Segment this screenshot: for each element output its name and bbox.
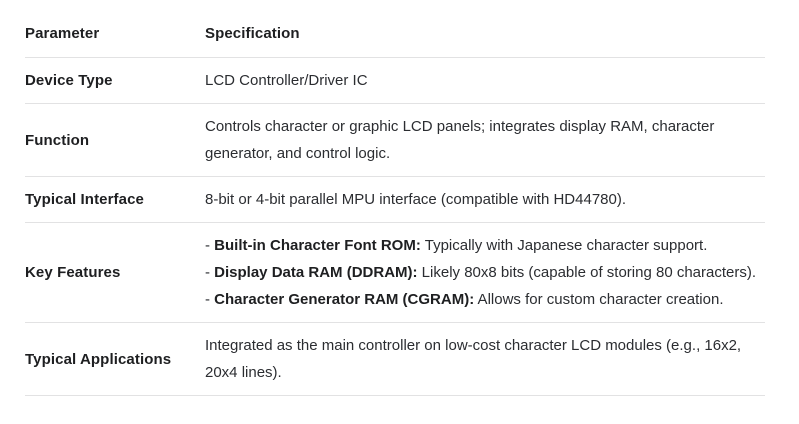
table-row-device-type: Device Type LCD Controller/Driver IC (25, 57, 765, 104)
spec-line: Controls character or graphic LCD panels… (205, 113, 765, 167)
bullet-dash: - (205, 264, 215, 281)
spec-text: 8-bit or 4-bit parallel MPU interface (c… (205, 191, 627, 208)
specification-cell: 8-bit or 4-bit parallel MPU interface (c… (205, 176, 765, 223)
spec-line-bullet: - Built-in Character Font ROM: Typically… (205, 232, 765, 259)
spec-line-bullet: - Display Data RAM (DDRAM): Likely 80x8 … (205, 259, 765, 286)
table-row-function: Function Controls character or graphic L… (25, 103, 765, 177)
parameter-cell: Key Features (25, 222, 205, 323)
spec-text: Integrated as the main controller on low… (205, 337, 742, 381)
spec-bold-term: Display Data RAM (DDRAM): (214, 264, 418, 281)
table-row-typical-interface: Typical Interface 8-bit or 4-bit paralle… (25, 176, 765, 223)
spec-bold-term: Built-in Character Font ROM: (214, 237, 421, 254)
spec-text: Typically with Japanese character suppor… (420, 237, 708, 254)
spec-text: Likely 80x8 bits (capable of storing 80 … (417, 264, 757, 281)
specification-cell: Controls character or graphic LCD panels… (205, 103, 765, 177)
specification-table: Parameter Specification Device Type LCD … (25, 14, 765, 396)
spec-line: LCD Controller/Driver IC (205, 67, 765, 94)
bullet-dash: - (205, 237, 215, 254)
table-header-row: Parameter Specification (25, 14, 765, 58)
specification-cell: LCD Controller/Driver IC (205, 57, 765, 104)
spec-bold-term: Character Generator RAM (CGRAM): (214, 291, 475, 308)
parameter-cell: Device Type (25, 57, 205, 104)
specification-cell: - Built-in Character Font ROM: Typically… (205, 222, 765, 323)
spec-text: LCD Controller/Driver IC (205, 72, 368, 89)
parameter-cell: Typical Applications (25, 322, 205, 396)
bullet-dash: - (205, 291, 215, 308)
parameter-cell: Function (25, 103, 205, 177)
parameter-cell: Typical Interface (25, 176, 205, 223)
header-parameter: Parameter (25, 14, 205, 58)
spec-line: Integrated as the main controller on low… (205, 332, 765, 386)
spec-line: 8-bit or 4-bit parallel MPU interface (c… (205, 186, 765, 213)
spec-line-bullet: - Character Generator RAM (CGRAM): Allow… (205, 286, 765, 313)
header-specification: Specification (205, 14, 765, 58)
spec-text: Allows for custom character creation. (474, 291, 724, 308)
spec-text: Controls character or graphic LCD panels… (205, 118, 715, 162)
table-row-key-features: Key Features - Built-in Character Font R… (25, 222, 765, 323)
specification-cell: Integrated as the main controller on low… (205, 322, 765, 396)
table-row-typical-applications: Typical Applications Integrated as the m… (25, 322, 765, 396)
